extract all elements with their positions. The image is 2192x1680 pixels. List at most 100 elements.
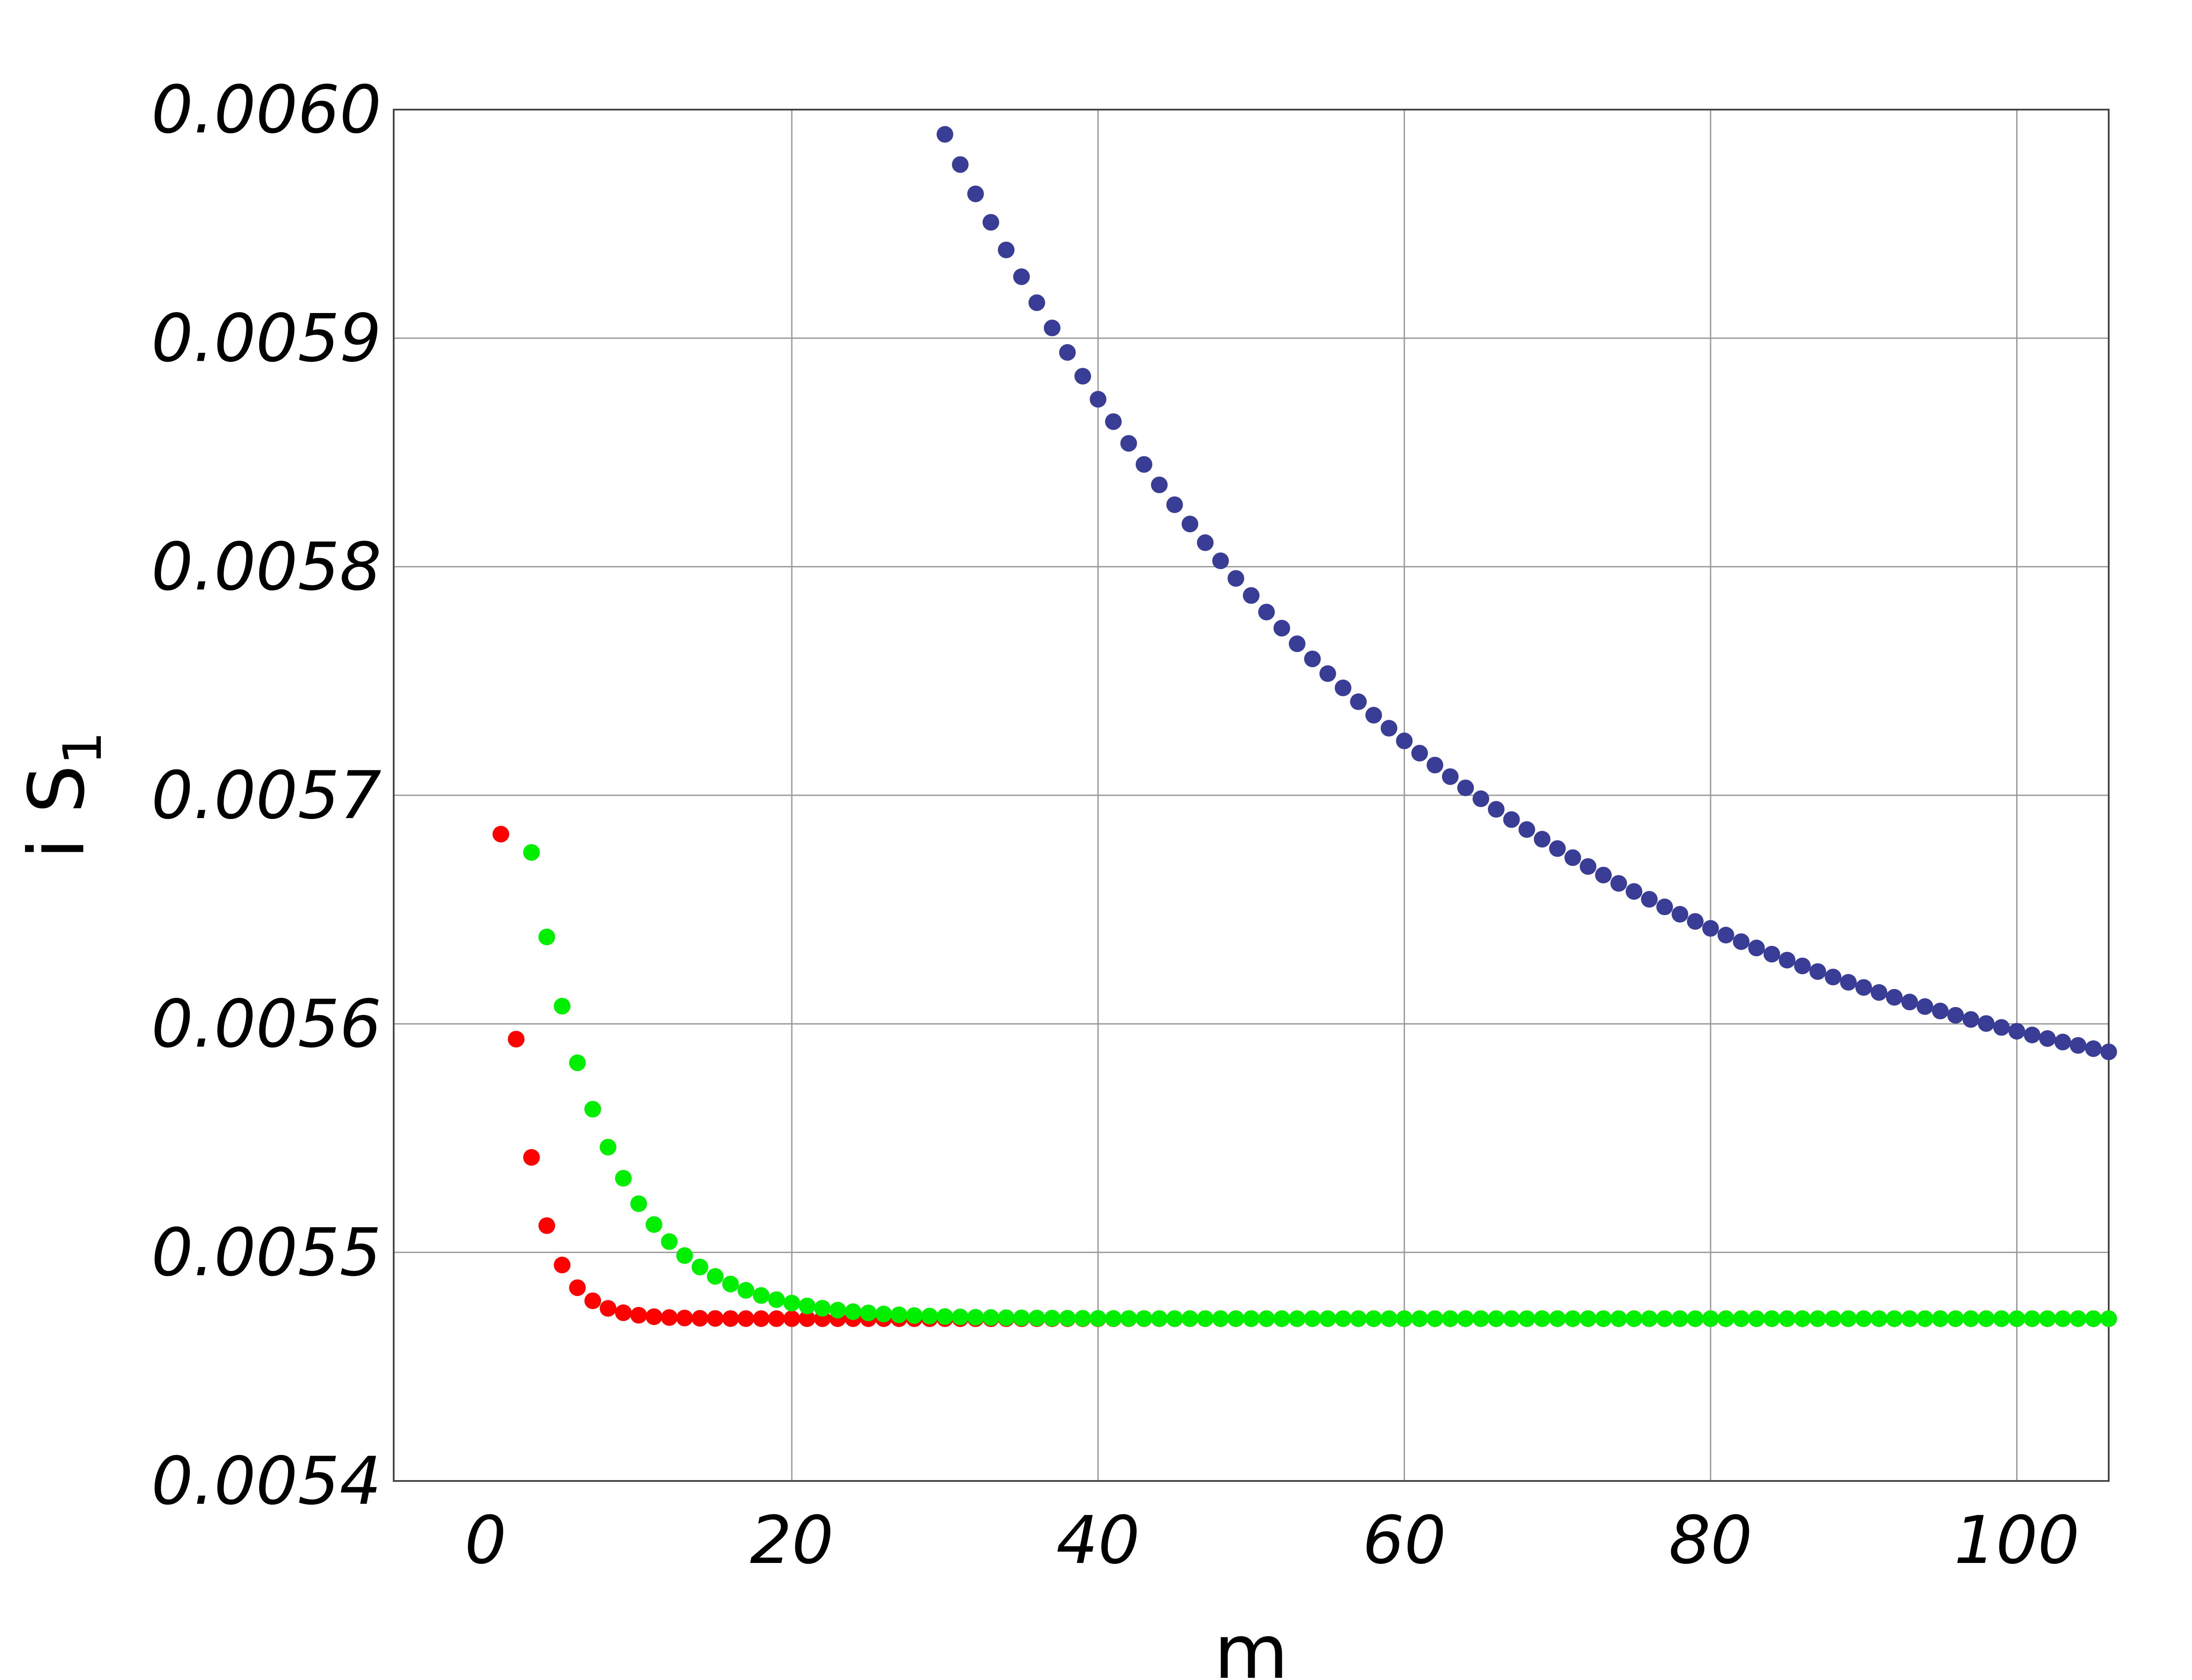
- data-point: [1993, 1310, 2010, 1327]
- data-point: [1534, 831, 1551, 848]
- data-point: [1656, 898, 1673, 915]
- data-point: [1381, 720, 1398, 737]
- data-point: [1549, 1310, 1566, 1327]
- data-point: [1916, 998, 1933, 1015]
- data-point: [1197, 1310, 1214, 1327]
- data-point: [2024, 1026, 2041, 1043]
- data-point: [1304, 650, 1321, 667]
- data-point: [600, 1139, 616, 1156]
- x-tick-label: 40: [1056, 1502, 1140, 1579]
- data-point: [523, 844, 540, 861]
- data-point: [1825, 968, 1842, 986]
- data-point: [982, 1309, 1000, 1326]
- data-point: [1427, 757, 1444, 774]
- data-point: [1564, 849, 1581, 866]
- x-tick-label: 60: [1363, 1502, 1446, 1579]
- data-point: [1993, 1019, 2010, 1036]
- data-point: [1916, 1310, 1933, 1327]
- data-point: [630, 1195, 647, 1212]
- data-point: [1228, 570, 1245, 587]
- data-point: [1763, 1310, 1780, 1327]
- data-point: [2039, 1030, 2056, 1047]
- data-point: [1043, 320, 1060, 337]
- data-point: [1794, 1310, 1811, 1327]
- data-point: [1273, 619, 1290, 637]
- data-point: [1457, 1310, 1474, 1327]
- data-point: [1580, 1310, 1597, 1327]
- data-point: [1733, 933, 1750, 950]
- data-point: [1871, 1310, 1888, 1327]
- data-point: [1595, 866, 1612, 883]
- x-tick-label: 0: [465, 1502, 506, 1579]
- data-point: [967, 1309, 984, 1326]
- data-point: [676, 1247, 693, 1264]
- data-point: [1350, 693, 1367, 710]
- data-point: [707, 1268, 724, 1285]
- data-point: [783, 1295, 801, 1312]
- data-point: [1166, 1310, 1183, 1327]
- data-point: [1626, 883, 1643, 900]
- data-point: [1442, 768, 1459, 785]
- data-point: [998, 1309, 1015, 1326]
- data-point: [1120, 1310, 1137, 1327]
- data-point: [1411, 1310, 1428, 1327]
- data-point: [1350, 1310, 1367, 1327]
- data-point: [737, 1310, 754, 1327]
- data-point: [737, 1282, 754, 1299]
- data-point: [1059, 344, 1076, 361]
- data-point: [1503, 811, 1520, 828]
- data-point: [1074, 368, 1091, 385]
- data-point: [676, 1310, 693, 1327]
- data-point: [1105, 1310, 1122, 1327]
- data-point: [1855, 979, 1872, 996]
- data-point: [1258, 604, 1275, 621]
- data-point: [1059, 1310, 1076, 1327]
- data-point: [1197, 534, 1214, 551]
- plot-frame: [393, 109, 2110, 1482]
- data-point: [1641, 1310, 1658, 1327]
- y-axis-title: i S1: [13, 731, 114, 859]
- data-point: [1013, 1310, 1030, 1327]
- series-3: [936, 126, 2117, 1061]
- data-point: [1672, 1310, 1688, 1327]
- data-point: [707, 1310, 724, 1327]
- x-axis-title: m: [1214, 1609, 1288, 1678]
- data-point: [799, 1297, 816, 1314]
- data-point: [1228, 1310, 1245, 1327]
- data-point: [1978, 1310, 1995, 1327]
- data-point: [1381, 1310, 1398, 1327]
- data-point: [2008, 1023, 2025, 1040]
- data-point: [1427, 1310, 1444, 1327]
- data-point: [523, 1149, 540, 1166]
- data-point: [1962, 1011, 1979, 1028]
- data-point: [554, 997, 571, 1014]
- data-point: [1549, 840, 1566, 857]
- data-point: [768, 1310, 785, 1327]
- data-point: [753, 1287, 770, 1304]
- data-point: [538, 929, 555, 946]
- data-point: [1595, 1310, 1612, 1327]
- data-point: [1288, 1310, 1306, 1327]
- data-point: [2070, 1310, 2087, 1327]
- data-point: [1135, 1310, 1153, 1327]
- data-point: [508, 1031, 525, 1048]
- data-point: [1809, 963, 1826, 980]
- data-point: [1672, 906, 1688, 923]
- data-point: [1365, 707, 1382, 724]
- data-points: [492, 126, 2117, 1327]
- data-point: [1212, 552, 1229, 569]
- data-point: [753, 1310, 770, 1327]
- data-point: [1518, 1310, 1535, 1327]
- data-point: [2008, 1310, 2025, 1327]
- data-point: [1089, 391, 1107, 408]
- data-point: [1717, 1310, 1734, 1327]
- data-point: [1763, 946, 1780, 963]
- data-point: [1687, 1310, 1704, 1327]
- data-point: [1472, 790, 1489, 807]
- data-point: [691, 1310, 708, 1327]
- data-point: [1518, 821, 1535, 838]
- data-point: [1610, 1310, 1627, 1327]
- data-point: [1503, 1310, 1520, 1327]
- data-point: [982, 214, 1000, 231]
- data-point: [554, 1256, 571, 1274]
